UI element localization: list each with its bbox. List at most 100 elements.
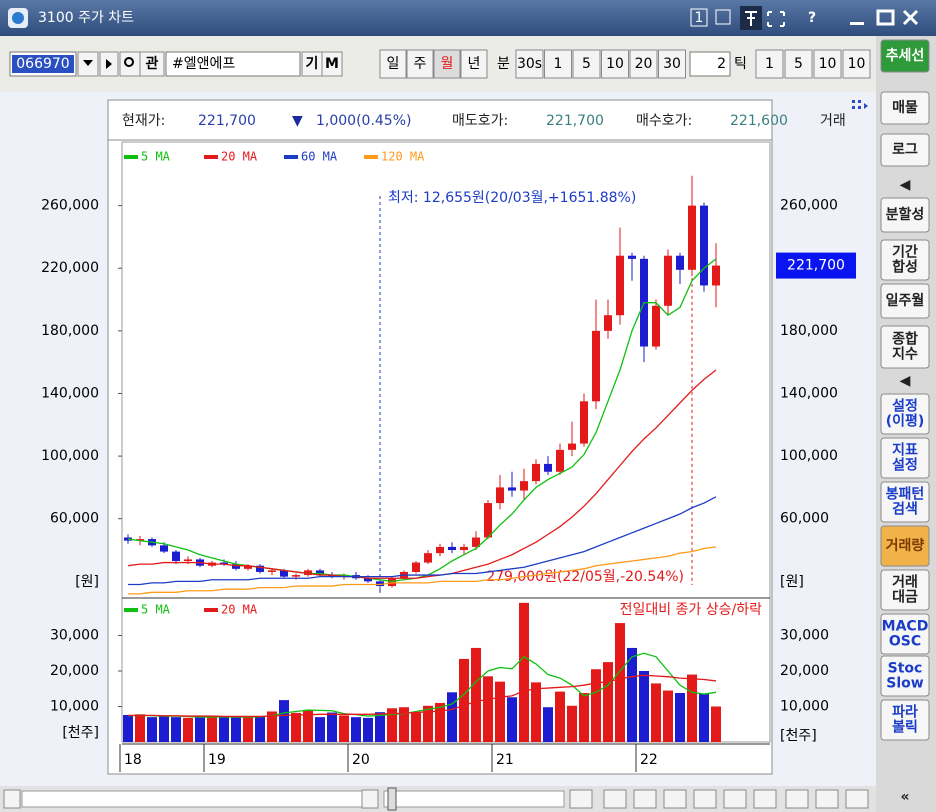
sidebar-button[interactable]: [880, 481, 930, 523]
volume-bar: [687, 674, 697, 742]
volume-note: 전일대비 종가 상승/하락: [620, 602, 763, 618]
sidebar-button[interactable]: [880, 569, 930, 611]
low-annotation: 최저: 12,655원(20/03월,+1651.88%): [388, 190, 636, 206]
tool-button[interactable]: [723, 789, 747, 809]
volume-bar: [147, 717, 157, 742]
sidebar-button[interactable]: [880, 525, 930, 567]
mode-button[interactable]: [321, 51, 343, 77]
sidebar-button[interactable]: [880, 133, 930, 167]
volume-bar: [639, 671, 649, 742]
candle-body: [184, 559, 192, 561]
scroll-left[interactable]: [3, 789, 21, 809]
panel-menu-icon[interactable]: [852, 100, 868, 109]
count-box[interactable]: [689, 51, 731, 77]
sidebar-button[interactable]: [880, 197, 930, 233]
sidebar-label[interactable]: ◀: [900, 177, 911, 193]
sidebar-button[interactable]: [880, 655, 930, 697]
period-button[interactable]: [406, 49, 434, 79]
volume-bar: [483, 676, 493, 742]
minimize-button[interactable]: [850, 22, 864, 25]
watch-button[interactable]: [139, 51, 165, 77]
sidebar-button[interactable]: [880, 39, 930, 73]
candle-body: [316, 570, 324, 576]
sidebar-button[interactable]: [880, 437, 930, 479]
info-current: 221,700: [198, 113, 256, 129]
minute-button[interactable]: [601, 49, 629, 79]
legend-label: 60 MA: [301, 150, 338, 164]
sidebar-button[interactable]: [880, 91, 930, 125]
tool-button[interactable]: [845, 789, 869, 809]
volume-bar: [615, 623, 625, 742]
sidebar-label: MACD: [882, 619, 929, 635]
count-value: 2: [717, 56, 726, 72]
sidebar-button[interactable]: [880, 699, 930, 741]
volume-bar: [459, 658, 469, 742]
tool-button[interactable]: [753, 789, 777, 809]
sidebar-button[interactable]: [880, 239, 930, 281]
minute-button[interactable]: [515, 49, 544, 79]
tool-button[interactable]: [663, 789, 687, 809]
sidebar-label[interactable]: «: [900, 789, 909, 805]
candle-body: [448, 546, 456, 551]
fit-button[interactable]: [767, 11, 785, 27]
candle-body: [604, 315, 612, 331]
mode-label: M: [325, 56, 339, 72]
tick-button[interactable]: [755, 49, 784, 79]
tool-button[interactable]: [633, 789, 657, 809]
candle-body: [328, 575, 336, 577]
maximize-button[interactable]: [876, 9, 895, 26]
zoom-thumb[interactable]: [387, 787, 397, 811]
scroll-thumb[interactable]: [361, 789, 379, 809]
close-button[interactable]: [902, 9, 919, 26]
volume-bar: [663, 690, 673, 742]
volume-bar: [519, 602, 529, 742]
sidebar-button[interactable]: [880, 283, 930, 319]
sidebar-button[interactable]: [880, 325, 930, 369]
sidebar-label: 설정: [892, 398, 918, 415]
minute-button[interactable]: [658, 49, 686, 79]
copy-button[interactable]: [715, 9, 731, 25]
sidebar-button[interactable]: [880, 613, 930, 655]
y-tick-label-right: 260,000: [780, 198, 838, 214]
volume-bar: [279, 700, 289, 742]
tool-button[interactable]: [785, 789, 809, 809]
minute-button[interactable]: [629, 49, 658, 79]
tool-button[interactable]: [815, 789, 839, 809]
ma-line: [128, 546, 717, 595]
title-bar: [0, 0, 936, 36]
minute-button[interactable]: [544, 49, 572, 79]
candle-body: [628, 255, 636, 259]
volume-bar: [627, 647, 637, 742]
search-button[interactable]: [119, 51, 141, 77]
period-button[interactable]: [460, 49, 488, 79]
volume-bar: [711, 706, 721, 742]
period-label: 주: [414, 56, 427, 72]
page-button[interactable]: [690, 8, 708, 27]
tick-button[interactable]: [842, 49, 871, 79]
sidebar-label[interactable]: ◀: [900, 373, 911, 389]
volume-bar: [411, 711, 421, 742]
tick-button[interactable]: [784, 49, 813, 79]
help-button[interactable]: ?: [808, 10, 816, 26]
minute-button[interactable]: [572, 49, 601, 79]
tool-button[interactable]: [693, 789, 717, 809]
x-tick-label: 20: [352, 752, 370, 768]
volume-bar: [207, 716, 217, 742]
period-button[interactable]: [379, 49, 407, 79]
sidebar-button[interactable]: [880, 393, 930, 435]
minute-option: 20: [635, 56, 653, 72]
sidebar-label: 추세선: [886, 48, 925, 64]
volume-bar: [171, 717, 181, 742]
tick-button[interactable]: [813, 49, 842, 79]
volume-bar: [219, 716, 229, 742]
volume-bar: [231, 717, 241, 742]
x-tick-label: 22: [640, 752, 658, 768]
candle-body: [496, 487, 504, 504]
tool-button[interactable]: [569, 789, 593, 809]
tool-button[interactable]: [603, 789, 627, 809]
sidebar-label: OSC: [889, 634, 921, 650]
minute-option: 5: [582, 56, 591, 72]
period-button[interactable]: [433, 49, 461, 79]
candle-body: [520, 481, 528, 491]
